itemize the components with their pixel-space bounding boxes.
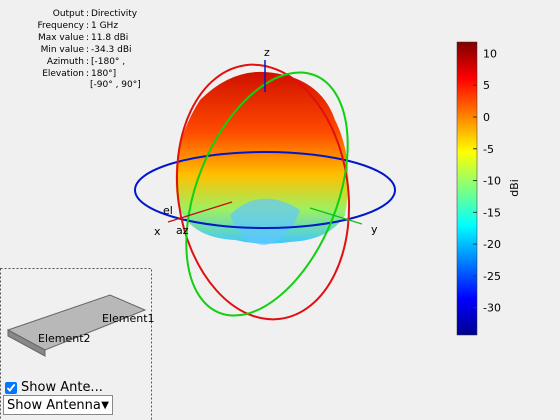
info-colon: : <box>86 45 89 55</box>
dropdown-label: Show Antenna <box>7 398 101 413</box>
colorbar <box>456 41 478 336</box>
show-antenna-checkbox[interactable]: Show Ante... <box>5 380 103 395</box>
info-colon: : <box>86 9 89 19</box>
info-colon: : <box>86 33 89 43</box>
elevation-circle <box>175 63 351 321</box>
axis-label: y <box>371 223 378 236</box>
info-value: [-180° , <box>91 57 125 67</box>
colorbar-tick-label: 10 <box>483 47 497 60</box>
info-label: Output <box>53 9 85 19</box>
elevation-circle-2 <box>185 71 349 317</box>
axis-label: z <box>264 46 270 59</box>
info-value: -34.3 dBi <box>91 45 132 55</box>
info-value: 11.8 dBi <box>91 33 128 43</box>
info-label: Azimuth <box>47 57 84 67</box>
colorbar-tick-label: -5 <box>483 143 494 156</box>
pattern-surface <box>175 71 349 244</box>
colorbar-tick-label: -10 <box>483 175 501 188</box>
info-colon: : <box>86 57 89 67</box>
antenna-side <box>7 329 46 357</box>
axis-label: x <box>154 225 161 238</box>
antenna-panel <box>0 268 152 420</box>
axis-label: el <box>163 204 173 217</box>
checkbox[interactable] <box>5 381 17 394</box>
colorbar-tick-label: -20 <box>483 238 501 251</box>
info-colon: : <box>86 21 89 31</box>
info-colon: : <box>86 69 89 79</box>
checkbox-label: Show Ante... <box>21 380 103 395</box>
info-label: Frequency <box>38 21 85 31</box>
axis-label: az <box>176 224 189 237</box>
antenna-dropdown[interactable]: Show Antenna ▼ <box>3 395 113 415</box>
dropdown-arrow: ▼ <box>101 400 109 411</box>
y-axis <box>309 207 363 225</box>
info-value: Directivity <box>91 9 138 19</box>
colorbar-tick-label: -30 <box>483 302 501 315</box>
colorbar-tick-label: -25 <box>483 270 501 283</box>
info-value: 1 GHz <box>91 21 118 31</box>
colorbar-tick-label: -15 <box>483 206 501 219</box>
info-label: Max value <box>38 33 85 43</box>
pattern-lobe <box>230 198 300 245</box>
info-label: Min value <box>41 45 85 55</box>
colorbar-label: dBi <box>508 179 521 197</box>
info-extra: [-90° , 90°] <box>90 80 141 90</box>
element-label: Element1 <box>102 312 155 325</box>
element-label: Element2 <box>38 332 91 345</box>
x-axis <box>167 201 233 223</box>
colorbar-ticks: 10 5 0 -5 -10 -15 -20 -25 -30 <box>473 47 501 315</box>
info-label: Elevation <box>42 69 84 79</box>
colorbar-tick-label: 5 <box>483 79 490 92</box>
colorbar-tick-label: 0 <box>483 111 490 124</box>
azimuth-circle <box>134 151 396 229</box>
info-value: 180°] <box>91 69 116 79</box>
